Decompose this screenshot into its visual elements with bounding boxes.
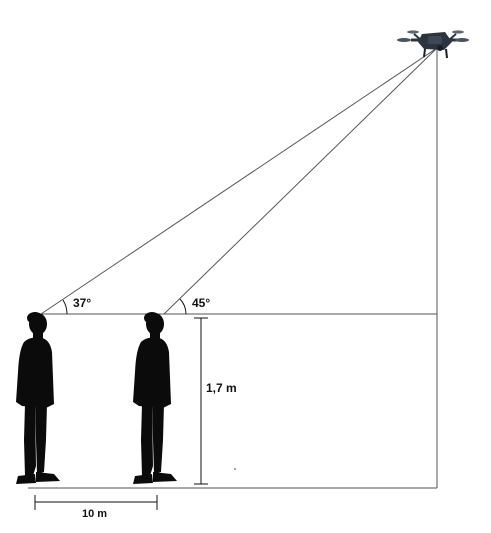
angle-arc-right — [179, 298, 187, 315]
person-silhouette-right — [133, 312, 177, 484]
sight-line-right — [163, 47, 438, 315]
sight-line-left — [40, 47, 438, 315]
stray-dot — [234, 468, 236, 470]
height-dimension — [194, 317, 208, 485]
distance-dimension — [34, 495, 158, 510]
drone-icon — [397, 30, 469, 59]
angle-arc-left — [62, 299, 68, 315]
distance-label: 10 m — [82, 508, 107, 520]
height-label: 1,7 m — [206, 381, 237, 395]
angle-label-right: 45° — [192, 296, 210, 310]
person-silhouette-left — [16, 312, 60, 484]
angle-label-left: 37° — [73, 296, 91, 310]
